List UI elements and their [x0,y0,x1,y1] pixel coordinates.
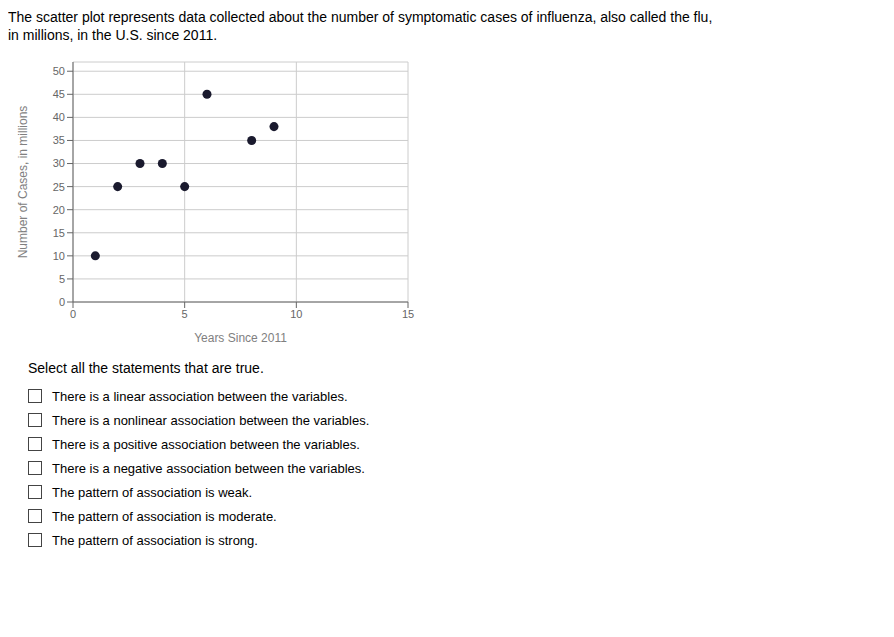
html-text:The pattern of association is: The pattern of association is moderate. [52,508,277,524]
svg-text:15: 15 [53,227,65,239]
svg-text:Number of Cases, in millions: Number of Cases, in millions [16,106,30,259]
svg-text:25: 25 [53,181,65,193]
svg-text:40: 40 [53,111,65,123]
svg-text:10: 10 [290,308,302,320]
svg-text:50: 50 [53,65,65,77]
svg-text:0: 0 [59,296,65,308]
html-text:There is a linear association: There is a linear association between th… [52,388,348,404]
svg-text:20: 20 [53,204,65,216]
html-text:The scatter plot represents da: The scatter plot represents data collect… [8,9,713,25]
svg-text:30: 30 [53,157,65,169]
svg-text:5: 5 [182,308,188,320]
html-text:The pattern of association is: The pattern of association is strong. [52,532,258,548]
svg-text:0: 0 [70,308,76,320]
html-text:The pattern of association is: The pattern of association is weak. [52,484,253,500]
svg-text:15: 15 [402,308,414,320]
svg-text:Years Since 2011: Years Since 2011 [194,331,287,345]
html-text:There is a nonlinear associati: There is a nonlinear association between… [52,412,370,428]
svg-text:35: 35 [53,134,65,146]
svg-text:5: 5 [59,273,65,285]
html-text:There is a positive associatio: There is a positive association between … [52,436,360,452]
svg-text:10: 10 [53,250,65,262]
svg-text:45: 45 [53,88,65,100]
html-text:There is a negative associatio: There is a negative association between … [52,460,365,476]
html-text:in millions, in the U.S. since: in millions, in the U.S. since 2011. [8,27,218,43]
html-text:Select all the statements that: Select all the statements that are true. [28,360,264,376]
